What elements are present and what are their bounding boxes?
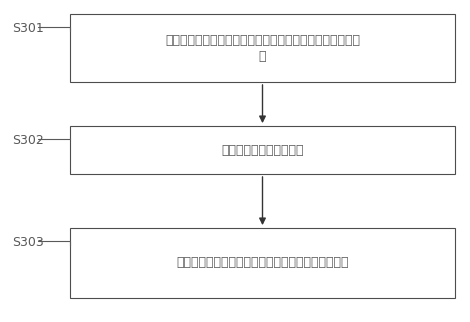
Bar xyxy=(70,228,455,298)
Text: 获取待测样本的胎儿的超声图像或胎儿的超声图像和临床信: 获取待测样本的胎儿的超声图像或胎儿的超声图像和临床信 xyxy=(165,33,360,46)
Text: S301: S301 xyxy=(12,22,44,35)
Text: S302: S302 xyxy=(12,134,44,147)
Text: S303: S303 xyxy=(12,236,44,249)
Bar xyxy=(70,126,455,174)
Bar xyxy=(70,14,455,82)
Text: 输入染色体异常预测模型: 输入染色体异常预测模型 xyxy=(221,144,304,156)
Text: 息: 息 xyxy=(259,50,266,62)
Text: 获得待测样本是染色体正常或染色体异常的分类结果: 获得待测样本是染色体正常或染色体异常的分类结果 xyxy=(176,257,349,270)
